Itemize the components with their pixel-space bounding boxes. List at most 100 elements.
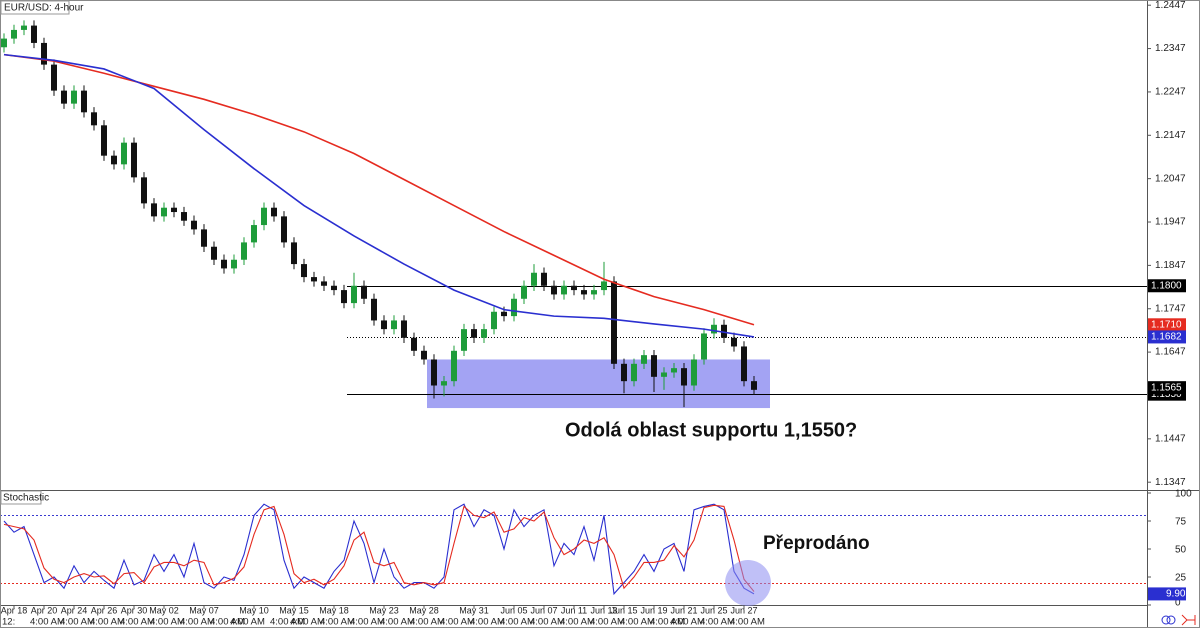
candle-body [271, 207, 277, 217]
time-label: 4:00 AM [470, 617, 505, 628]
candle-body [1, 38, 7, 48]
time-label: 4:00 AM [440, 617, 475, 628]
time-label: 4:00 AM [560, 617, 595, 628]
x-tick-label: May 15 [279, 605, 309, 615]
candle-body [451, 350, 457, 382]
candle-body [481, 329, 487, 338]
candle-body [621, 363, 627, 382]
candle-body [641, 355, 647, 364]
x-tick-label: May 23 [369, 605, 399, 615]
current-value-bg [1148, 587, 1186, 601]
candle-body [331, 285, 337, 291]
candle-body [661, 372, 667, 377]
x-tick-label: May 02 [149, 605, 179, 615]
candle-body [321, 281, 327, 286]
candle-body [391, 320, 397, 330]
candle-body [311, 277, 317, 282]
candle-body [291, 242, 297, 265]
x-tick-label: Jun 21 [670, 605, 697, 615]
y-tick-label: 0 [1175, 598, 1181, 609]
candle-body [611, 281, 617, 364]
candle-body [571, 285, 577, 291]
time-label: 4:00 AM [650, 617, 685, 628]
candle-body [631, 363, 637, 382]
candle-body [601, 281, 607, 291]
candle-body [161, 207, 167, 217]
price-label: 1.1550 [1151, 389, 1182, 400]
oversold-annotation: Přeprodáno [763, 533, 870, 554]
price-label-bg [1148, 330, 1186, 344]
candle-body [31, 25, 37, 43]
x-tick-label: May 10 [239, 605, 269, 615]
price-label-bg [1148, 318, 1186, 332]
time-label: 4:00 AM [290, 617, 325, 628]
candle-body [411, 337, 417, 351]
candle-body [501, 311, 507, 317]
y-tick-label: 1.1447 [1155, 433, 1186, 444]
time-label: 4:00 AM [730, 617, 765, 628]
support-zone [427, 359, 770, 409]
indicator-title: Stochastic [3, 493, 49, 504]
x-tick-label: Apr 24 [61, 605, 88, 615]
candle-body [301, 264, 307, 278]
candle-body [721, 324, 727, 338]
x-tick-label: Jun 19 [640, 605, 667, 615]
y-tick-label: 1.1847 [1155, 260, 1186, 271]
x-tick-label: Jun 13 [590, 605, 617, 615]
x-tick-label: May 31 [459, 605, 489, 615]
link-icon[interactable] [1161, 615, 1171, 625]
time-label: 4:00 AM [270, 617, 305, 628]
x-tick-label: Apr 18 [1, 605, 28, 615]
current-value-label: 9.90 [1166, 589, 1186, 600]
candle-body [551, 285, 557, 295]
time-label: 4:00 AM [350, 617, 385, 628]
time-label: 4:00 AM [230, 617, 265, 628]
price-label: 1.1800 [1151, 280, 1182, 291]
time-label: 4:00 AM [380, 617, 415, 628]
candle-body [441, 381, 447, 386]
moving-average [3, 53, 755, 338]
candle-body [101, 125, 107, 156]
candle-body [741, 346, 747, 382]
y-tick-label: 1.1947 [1155, 217, 1186, 228]
x-tick-label: Apr 26 [91, 605, 118, 615]
oversold-highlight [725, 560, 771, 606]
candle-body [701, 333, 707, 360]
grid-layer [0, 4, 1151, 606]
stochastic-line [3, 504, 755, 592]
y-tick-label: 100 [1175, 489, 1192, 500]
candle-body [121, 142, 127, 165]
toolbar-icons[interactable] [1161, 614, 1196, 626]
candle-body [251, 225, 257, 243]
candle-body [461, 329, 467, 351]
candle-body [181, 212, 187, 221]
time-label: 4:00 AM [120, 617, 155, 628]
price-label-bg [1148, 381, 1186, 395]
candle-body [221, 259, 227, 269]
stochastic-line [3, 503, 755, 596]
candle-body [691, 359, 697, 386]
x-tick-label: Jun 11 [561, 605, 587, 615]
goto-latest-icon[interactable] [1181, 614, 1196, 626]
time-label: 4:00 AM [500, 617, 535, 628]
x-tick-label: Jun 27 [730, 605, 757, 615]
candle-body [21, 25, 27, 30]
candle-body [241, 242, 247, 260]
candle-body [751, 381, 757, 390]
candle-body [681, 368, 687, 386]
indicator-box [0, 490, 42, 505]
candle-body [351, 285, 357, 304]
time-label: 4:00 AM [150, 617, 185, 628]
candle-body [261, 207, 267, 226]
candle-body [521, 285, 527, 299]
candle-body [651, 355, 657, 377]
candle-body [211, 246, 217, 260]
time-label: 4:00 AM [30, 617, 65, 628]
time-label: 4:00 AM [210, 617, 245, 628]
x-tick-label: May 07 [189, 605, 219, 615]
price-label: 1.1710 [1151, 319, 1182, 330]
x-tick-label: Apr 20 [31, 605, 58, 615]
candle-body [381, 320, 387, 330]
candle-body [401, 320, 407, 338]
